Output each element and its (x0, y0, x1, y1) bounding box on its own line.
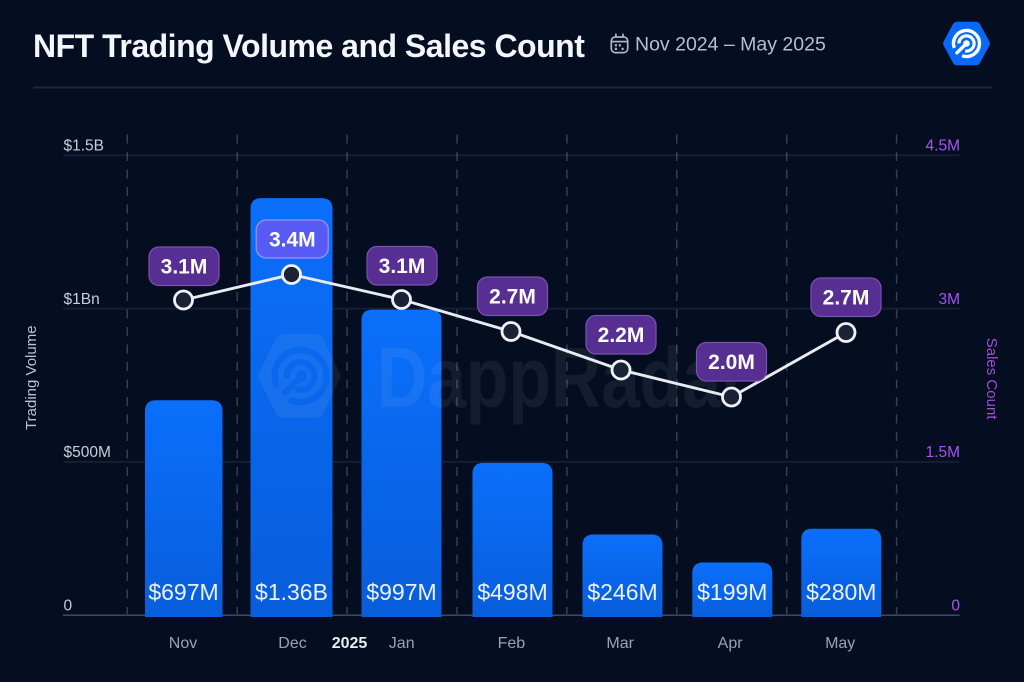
svg-text:$1.36B: $1.36B (255, 579, 328, 605)
svg-text:$1Bn: $1Bn (64, 291, 100, 308)
svg-text:3.4M: 3.4M (269, 229, 316, 252)
svg-text:3.1M: 3.1M (161, 256, 208, 279)
svg-text:$280M: $280M (806, 579, 876, 605)
svg-text:NFT Trading Volume and Sales C: NFT Trading Volume and Sales Count (33, 28, 585, 64)
svg-text:$246M: $246M (587, 579, 657, 605)
svg-text:Nov 2024 – May 2025: Nov 2024 – May 2025 (635, 34, 826, 56)
svg-text:2025: 2025 (332, 635, 368, 652)
svg-text:4.5M: 4.5M (926, 138, 960, 155)
svg-text:$498M: $498M (477, 579, 547, 605)
svg-text:Nov: Nov (169, 635, 197, 652)
svg-text:Apr: Apr (718, 635, 744, 652)
svg-text:Dec: Dec (278, 635, 306, 652)
svg-text:$997M: $997M (366, 579, 436, 605)
svg-text:Mar: Mar (606, 635, 634, 652)
svg-text:DappRadar: DappRadar (377, 331, 748, 426)
svg-text:$697M: $697M (148, 579, 218, 605)
svg-text:3.1M: 3.1M (379, 255, 426, 278)
svg-text:Trading Volume: Trading Volume (23, 325, 40, 430)
svg-text:Sales Count: Sales Count (983, 338, 1000, 421)
svg-text:Feb: Feb (498, 635, 526, 652)
svg-text:$199M: $199M (697, 579, 767, 605)
svg-text:2.0M: 2.0M (708, 351, 755, 374)
svg-text:2.2M: 2.2M (598, 324, 645, 347)
svg-text:3M: 3M (938, 291, 960, 308)
svg-text:1.5M: 1.5M (926, 444, 960, 461)
svg-text:0: 0 (951, 598, 960, 615)
svg-text:2.7M: 2.7M (823, 287, 870, 310)
svg-text:0: 0 (64, 598, 73, 615)
svg-text:2.7M: 2.7M (489, 286, 536, 309)
svg-text:$500M: $500M (64, 444, 111, 461)
svg-text:May: May (825, 635, 855, 652)
svg-text:Jan: Jan (389, 635, 415, 652)
svg-text:$1.5B: $1.5B (64, 138, 105, 155)
